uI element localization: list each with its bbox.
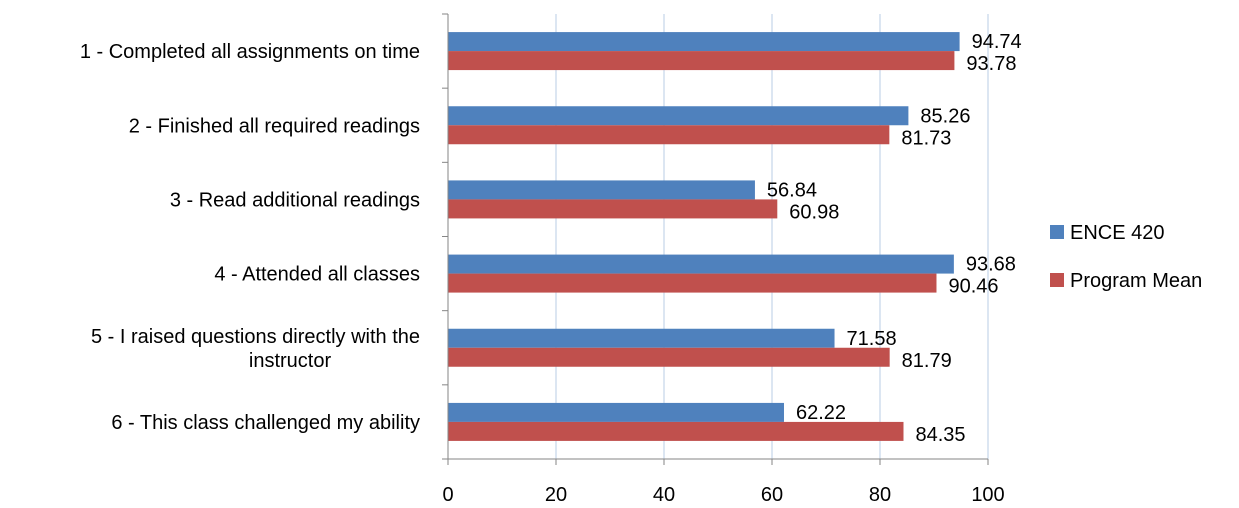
category-label-6: 6 - This class challenged my ability xyxy=(111,412,420,434)
category-label-5-line-2: instructor xyxy=(249,350,332,372)
bar-2-5 xyxy=(448,347,890,367)
x-tick-label-1: 20 xyxy=(545,484,567,503)
bar-2-2 xyxy=(448,125,890,145)
bar-2-3 xyxy=(448,199,778,219)
data-label-2-3: 60.98 xyxy=(789,201,839,223)
x-tick-label-4: 80 xyxy=(869,484,891,503)
category-label-1: 1 - Completed all assignments on time xyxy=(80,41,420,63)
legend-label-1: ENCE 420 xyxy=(1070,222,1165,244)
legend-swatch-2 xyxy=(1050,273,1064,287)
data-label-2-4: 90.46 xyxy=(948,276,998,298)
x-tick-label-2: 40 xyxy=(653,484,675,503)
x-tick-label-5: 100 xyxy=(971,484,1004,503)
bar-2-6 xyxy=(448,421,904,441)
data-label-1-2: 85.26 xyxy=(920,105,970,127)
x-tick-label-0: 0 xyxy=(442,484,453,503)
category-label-2: 2 - Finished all required readings xyxy=(129,115,420,137)
data-label-1-4: 93.68 xyxy=(966,254,1016,276)
category-label-5-line-1: 5 - I raised questions directly with the xyxy=(91,326,420,348)
x-tick-label-3: 60 xyxy=(761,484,783,503)
bar-1-1 xyxy=(448,32,960,52)
bar-1-6 xyxy=(448,402,784,422)
data-label-1-1: 94.74 xyxy=(972,31,1022,53)
data-label-2-5: 81.79 xyxy=(902,350,952,372)
bar-1-3 xyxy=(448,180,755,200)
bar-2-1 xyxy=(448,51,955,71)
bar-1-5 xyxy=(448,328,835,348)
data-label-2-6: 84.35 xyxy=(915,424,965,446)
data-label-2-1: 93.78 xyxy=(966,53,1016,75)
data-label-1-6: 62.22 xyxy=(796,402,846,424)
category-label-3: 3 - Read additional readings xyxy=(170,189,420,211)
data-label-1-5: 71.58 xyxy=(847,328,897,350)
data-label-2-2: 81.73 xyxy=(901,127,951,149)
legend-swatch-1 xyxy=(1050,225,1064,239)
category-label-4: 4 - Attended all classes xyxy=(214,264,420,286)
data-label-1-3: 56.84 xyxy=(767,179,817,201)
bar-1-4 xyxy=(448,254,954,274)
bar-2-4 xyxy=(448,273,937,293)
legend-label-2: Program Mean xyxy=(1070,270,1202,292)
bar-1-2 xyxy=(448,106,909,126)
